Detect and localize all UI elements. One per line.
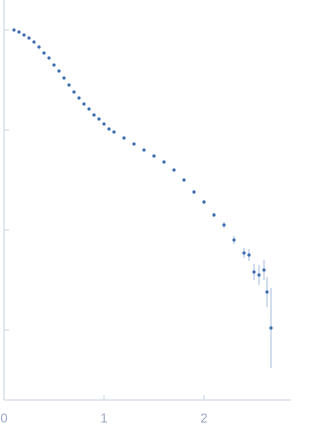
point — [97, 117, 101, 121]
point — [162, 160, 166, 164]
point — [92, 113, 96, 117]
point — [222, 223, 226, 227]
point — [67, 83, 71, 87]
point — [17, 30, 21, 34]
point — [112, 130, 116, 134]
point — [182, 178, 186, 182]
point — [102, 122, 106, 126]
point — [47, 56, 51, 60]
point — [12, 28, 16, 32]
point — [242, 251, 246, 255]
point — [257, 273, 261, 277]
point — [192, 190, 196, 194]
point — [247, 253, 251, 257]
point — [212, 213, 216, 217]
x-tick-label: 0 — [0, 410, 7, 425]
point — [52, 63, 56, 67]
x-tick-label: 2 — [200, 410, 207, 425]
point — [22, 33, 26, 37]
point — [122, 136, 126, 140]
point — [32, 40, 36, 44]
point — [62, 76, 66, 80]
point — [265, 290, 269, 294]
point — [37, 45, 41, 49]
point — [57, 69, 61, 73]
point — [132, 142, 136, 146]
point — [269, 326, 273, 330]
point — [232, 238, 236, 242]
point — [42, 51, 46, 55]
point — [142, 148, 146, 152]
point — [172, 168, 176, 172]
point — [252, 270, 256, 274]
point — [152, 154, 156, 158]
x-tick-label: 1 — [100, 410, 107, 425]
point — [77, 96, 81, 100]
point — [87, 107, 91, 111]
point — [27, 36, 31, 40]
point — [82, 102, 86, 106]
chart: 0 1 2 — [0, 0, 291, 425]
point — [262, 268, 266, 272]
point — [72, 90, 76, 94]
point — [202, 200, 206, 204]
point — [107, 127, 111, 131]
